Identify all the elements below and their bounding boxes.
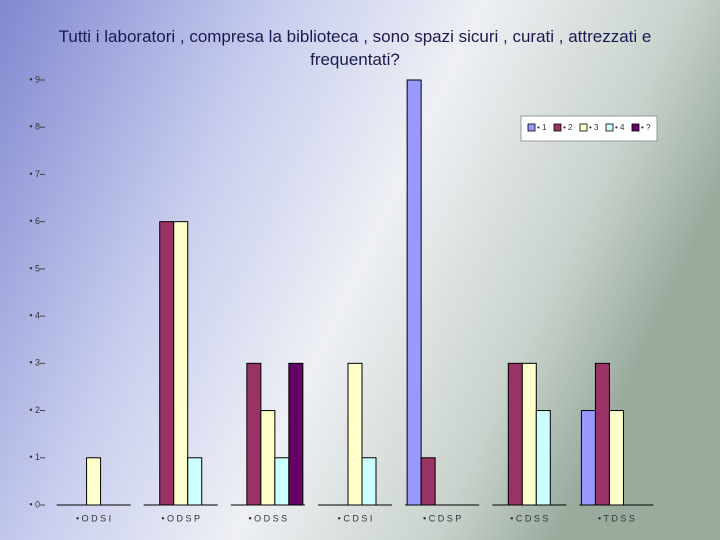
bar: [361, 457, 377, 506]
y-tick-label: • 1: [29, 452, 40, 462]
y-tick-label: • 5: [29, 263, 40, 273]
x-tick-label: • C D S S: [510, 513, 548, 523]
bar: [159, 221, 175, 506]
bar: [274, 457, 290, 506]
x-tick-label: • O D S P: [161, 513, 200, 523]
y-tick-label: • 8: [29, 122, 40, 132]
bar: [86, 457, 102, 506]
legend-label: • 1: [537, 123, 547, 132]
y-tick-label: • 2: [29, 405, 40, 415]
bar: [535, 410, 551, 506]
legend-swatch: [553, 123, 562, 132]
bar: [246, 362, 262, 506]
x-tick-label: • O D S I: [76, 513, 111, 523]
bar: [260, 410, 276, 506]
title-box: Tutti i laboratori , compresa la bibliot…: [58, 27, 652, 69]
legend-swatch: [605, 123, 614, 132]
bar: [406, 79, 422, 506]
bar: [594, 362, 610, 506]
bar: [608, 410, 624, 506]
bar: [173, 221, 189, 506]
legend-label: • 3: [589, 123, 599, 132]
y-tick-label: • 9: [29, 74, 40, 84]
legend-swatch: [631, 123, 640, 132]
legend-label: • 2: [563, 123, 573, 132]
legend-swatch: [579, 123, 588, 132]
bar: [288, 362, 304, 506]
bar: [187, 457, 203, 506]
x-tick-label: • C D S P: [423, 513, 461, 523]
chart-title: Tutti i laboratori , compresa la bibliot…: [58, 27, 652, 69]
y-tick-label: • 7: [29, 169, 40, 179]
legend-label: • 4: [615, 123, 625, 132]
bar: [507, 362, 523, 506]
y-tick-label: • 4: [29, 310, 40, 320]
bar: [580, 410, 596, 506]
bar: [420, 457, 436, 506]
y-tick-label: • 0: [29, 499, 40, 509]
x-tick-label: • T D S S: [598, 513, 635, 523]
legend-label: • ?: [641, 123, 651, 132]
bar: [521, 362, 537, 506]
x-tick-label: • C D S I: [338, 513, 373, 523]
legend-swatch: [527, 123, 536, 132]
y-tick-label: • 6: [29, 216, 40, 226]
y-tick-label: • 3: [29, 358, 40, 368]
bar: [347, 362, 363, 506]
x-tick-label: • O D S S: [249, 513, 288, 523]
